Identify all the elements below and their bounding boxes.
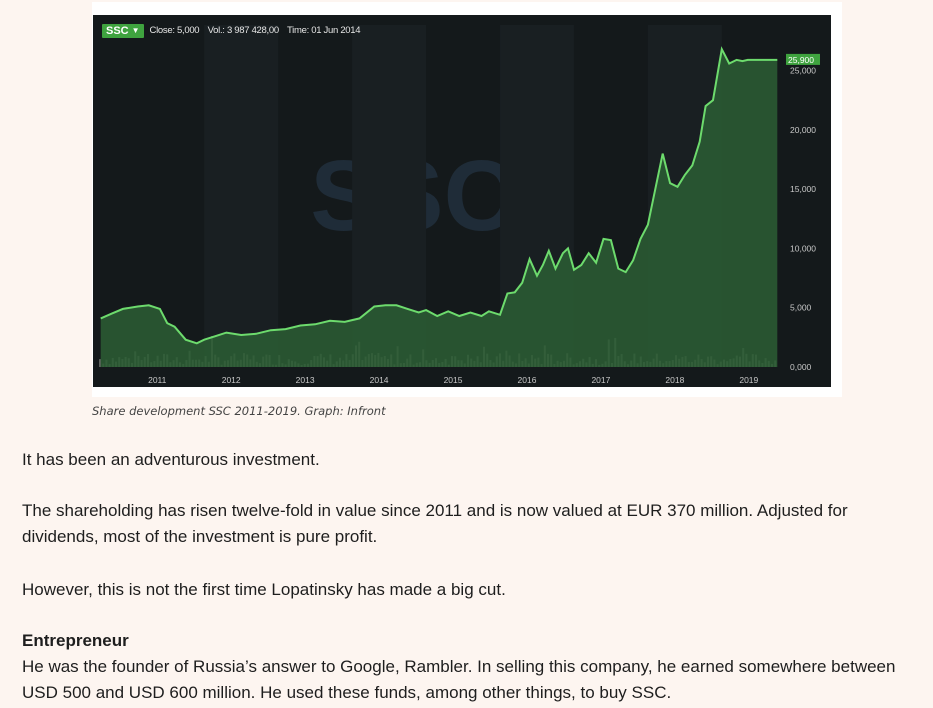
figure-caption: Share development SSC 2011-2019. Graph: … (92, 404, 386, 418)
y-tick-label: 10,000 (790, 243, 816, 253)
time-readout: Time: 01 Jun 2014 (287, 25, 361, 36)
section-heading: Entrepreneur (22, 631, 129, 650)
price-chart-svg: SSC 0,000 5,000 10,000 15,000 20,000 25,000 2… (99, 25, 820, 385)
volume-bar (99, 359, 101, 367)
chart-readout: Close: 5,000 Vol.: 3 987 428,00 Time: 01… (150, 25, 367, 36)
x-tick-label: 2019 (739, 375, 758, 385)
price-chart: SSC 0,000 5,000 10,000 15,000 20,000 25,000 2… (93, 15, 831, 387)
paragraph: However, this is not the first time Lopa… (22, 580, 506, 599)
year-band (204, 25, 279, 367)
last-value-badge (786, 53, 820, 65)
x-tick-label: 2011 (148, 375, 167, 385)
paragraph: It has been an adventurous investment. (22, 450, 320, 469)
ticker-label: SSC (106, 24, 129, 37)
price-line (100, 46, 778, 345)
close-readout: Close: 5,000 (149, 25, 200, 36)
volume-readout: Vol.: 3 987 428,00 (207, 25, 280, 36)
paragraph: The shareholding has risen twelve-fold i… (22, 501, 848, 546)
chart-toolbar: SSC ▼ Close: 5,000 Vol.: 3 987 428,00 Ti… (102, 22, 366, 39)
x-tick-label: 2017 (591, 375, 610, 385)
paragraph: He was the founder of Russia’s answer to… (22, 657, 896, 702)
x-tick-label: 2014 (370, 375, 389, 385)
chevron-down-icon: ▼ (131, 26, 140, 35)
y-tick-label: 5,000 (790, 303, 812, 313)
ticker-selector[interactable]: SSC ▼ (102, 23, 144, 38)
y-tick-label: 0,000 (790, 362, 812, 372)
chart-figure: SSC 0,000 5,000 10,000 15,000 20,000 25,000 2… (92, 2, 842, 397)
y-tick-label: 15,000 (790, 184, 816, 194)
y-tick-label: 25,000 (790, 66, 816, 76)
last-value-label: 25,900 (788, 55, 814, 65)
price-area (100, 49, 778, 367)
y-tick-label: 20,000 (790, 125, 816, 135)
x-tick-label: 2013 (296, 375, 315, 385)
x-tick-label: 2015 (444, 375, 463, 385)
x-tick-label: 2012 (222, 375, 241, 385)
x-tick-label: 2018 (665, 375, 684, 385)
x-tick-label: 2016 (518, 375, 537, 385)
